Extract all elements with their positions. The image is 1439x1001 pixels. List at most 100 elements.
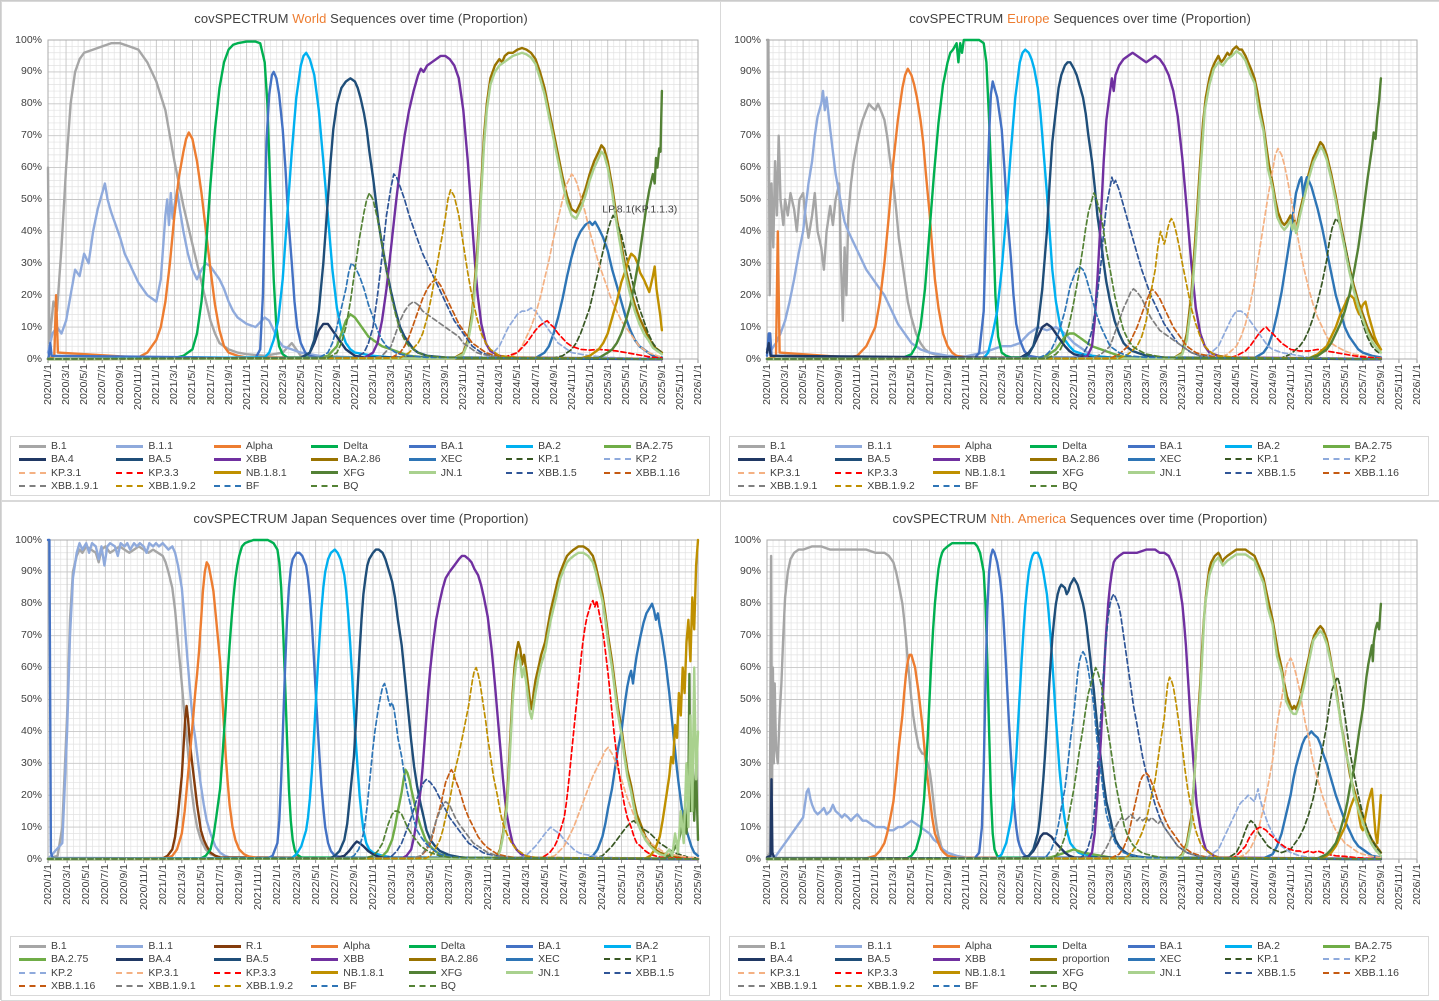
- y-axis-label: 10%: [20, 320, 42, 333]
- legend-item-KP.3.1: KP.3.1: [738, 467, 835, 479]
- legend-swatch: [311, 471, 339, 475]
- legend-swatch: [116, 984, 144, 987]
- legend-swatch: [19, 471, 46, 474]
- x-axis-label: 2021/1/1: [150, 364, 163, 405]
- legend-item-BF: BF: [932, 980, 1030, 992]
- legend-item-BA.5: BA.5: [116, 453, 213, 465]
- legend-item-XBB.1.9.1: XBB.1.9.1: [738, 980, 835, 992]
- x-axis-label: 2020/11/1: [132, 364, 145, 410]
- x-axis-label: 2025/9/1: [655, 364, 668, 405]
- legend-item-XBB.1.16: XBB.1.16: [1322, 967, 1420, 979]
- y-axis-label: 50%: [20, 693, 42, 705]
- legend-swatch: [116, 957, 144, 961]
- legend-item-NB.1.8.1: NB.1.8.1: [311, 967, 408, 979]
- legend-swatch: [835, 984, 863, 987]
- series-line-BQ: [766, 192, 1382, 360]
- legend-item-BA.2.75: BA.2.75: [1322, 440, 1420, 453]
- y-axis-label: 50%: [739, 693, 761, 705]
- legend-swatch: [213, 984, 241, 987]
- plot-svg: [765, 38, 1418, 363]
- x-axis-label: 2023/5/1: [1122, 364, 1135, 405]
- x-axis-label: 2025/3/1: [1320, 864, 1333, 905]
- legend-label: BA.4: [51, 453, 74, 466]
- x-axis-label: 2026/1/1: [1411, 864, 1423, 905]
- chart-title-nth-america: covSPECTRUM Nth. America Sequences over …: [721, 511, 1439, 526]
- legend-label: BA.2: [1257, 440, 1280, 453]
- legend-item-XBB.1.9.1: XBB.1.9.1: [19, 480, 116, 492]
- legend-item-KP.2: KP.2: [603, 453, 701, 465]
- legend-swatch: [408, 984, 436, 987]
- legend-swatch: [116, 471, 144, 474]
- legend-label: XBB.1.9.2: [245, 979, 294, 992]
- series-line-NB.1.8.1: [765, 787, 1383, 861]
- y-axis-label: 10%: [20, 820, 42, 833]
- y-axis-label: 80%: [739, 597, 761, 610]
- legend-label: B.1: [770, 940, 786, 953]
- legend-swatch: [1127, 971, 1155, 975]
- x-axis-label: 2022/5/1: [1013, 364, 1026, 405]
- x-axis-label: 2025/9/1: [1374, 364, 1387, 405]
- y-axis-label: 70%: [739, 629, 761, 642]
- series-line-JN.1: [765, 553, 1383, 861]
- x-axis-label: 2024/9/1: [577, 864, 590, 905]
- legend-swatch: [1322, 971, 1350, 974]
- series-line-BA.4: [765, 778, 1383, 861]
- legend-label: BF: [343, 979, 357, 992]
- series-line-XBB.1.9.1: [47, 300, 663, 360]
- x-axis-label: 2025/5/1: [619, 364, 632, 405]
- series-line-BA.2: [46, 548, 700, 861]
- legend-label: BA.2.75: [635, 440, 673, 453]
- legend-world: B.1 B.1.1 Alpha Delta BA.1 BA.2 BA.2.75 BA.4 BA.…: [10, 436, 710, 496]
- legend-swatch: [1127, 471, 1155, 475]
- legend-item-XFG: XFG: [311, 467, 408, 479]
- series-line-Alpha: [765, 67, 1383, 361]
- series-line-JN.1: [765, 50, 1383, 361]
- x-axis-label: 2024/11/1: [1284, 364, 1297, 410]
- legend-item-BA.5: BA.5: [835, 453, 932, 465]
- series-line-XBB.1.9.1: [766, 813, 1382, 860]
- legend-label: XFG: [343, 466, 365, 479]
- legend-label: KP.1: [538, 453, 560, 466]
- legend-label: BA.4: [770, 453, 793, 466]
- legend-label: BA.2.75: [1354, 440, 1392, 453]
- legend-label: BA.5: [148, 453, 172, 466]
- legend-item-BA.1: BA.1: [408, 440, 506, 453]
- title-prefix: covSPECTRUM: [194, 11, 289, 26]
- legend-swatch: [213, 471, 241, 475]
- x-axis-label: 2023/9/1: [1158, 364, 1171, 405]
- title-prefix: covSPECTRUM: [909, 11, 1004, 26]
- legend-label: BA.1: [440, 440, 464, 453]
- series-line-Delta: [46, 40, 664, 361]
- y-axis-label: 80%: [739, 97, 761, 110]
- legend-item-KP.3.3: KP.3.3: [116, 467, 213, 479]
- x-axis-label: 2021/11/1: [252, 864, 265, 910]
- y-axis-label: 60%: [739, 661, 761, 674]
- legend-swatch: [1030, 944, 1058, 948]
- title-suffix: Sequences over time (Proportion): [330, 11, 528, 26]
- y-axis-label: 30%: [739, 756, 761, 769]
- legend-item-BA.4: BA.4: [738, 453, 835, 465]
- legend-item-Delta: Delta: [311, 440, 408, 452]
- legend-item-Delta: Delta: [1030, 440, 1127, 452]
- x-axis-label: 2022/9/1: [347, 864, 360, 905]
- legend-item-BA.2: BA.2: [1225, 940, 1322, 952]
- legend-swatch: [835, 957, 863, 961]
- legend-label: XBB.1.16: [635, 466, 680, 479]
- x-axis-label: 2025/3/1: [634, 864, 647, 905]
- legend-item-XFG: XFG: [408, 967, 506, 979]
- series-line-KP.2: [47, 307, 663, 360]
- title-region: Nth. America: [990, 511, 1067, 526]
- x-axis-label: 2025/11/1: [1392, 364, 1405, 410]
- series-line-KP.3.1: [47, 746, 699, 860]
- legend-item-B.1: B.1: [19, 440, 116, 452]
- legend-label: Alpha: [964, 440, 992, 453]
- x-axis-label: 2025/5/1: [1338, 364, 1351, 405]
- chart-panel-world: covSPECTRUM World Sequences over time (P…: [1, 1, 721, 501]
- x-axis-label: 2024/3/1: [493, 364, 506, 405]
- legend-item-BA.1: BA.1: [1127, 940, 1225, 952]
- legend-label: R.1: [245, 940, 263, 953]
- legend-swatch: [506, 957, 534, 961]
- legend-item-XBB.1.16: XBB.1.16: [603, 466, 701, 479]
- legend-label: KP.1: [635, 953, 657, 966]
